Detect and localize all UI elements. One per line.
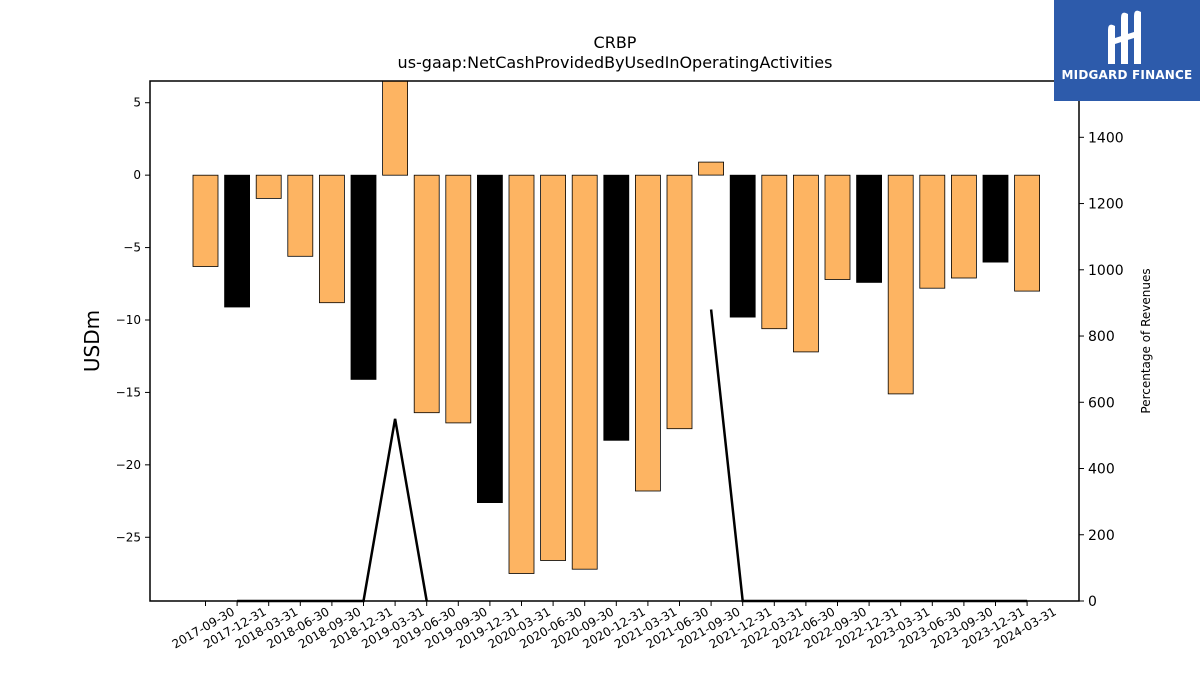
bar-2021-12-31 [729, 174, 756, 318]
y-tick-label: −20 [116, 458, 141, 472]
midgard-finance-logo: MIDGARD FINANCE [1054, 0, 1200, 101]
y-tick-label: −10 [116, 313, 141, 327]
bar-2022-03-31 [761, 174, 788, 330]
bar-2022-12-31 [856, 174, 882, 283]
y2-tick-label: 200 [1088, 528, 1115, 544]
bar-2018-12-31 [350, 174, 377, 380]
y-tick-label: −15 [116, 385, 141, 399]
bar-2021-06-30 [666, 174, 693, 430]
bar-2023-09-30 [951, 174, 977, 279]
bar-2019-12-31 [476, 174, 503, 503]
y2-tick-label: 1200 [1088, 197, 1124, 213]
bar-2018-03-31 [255, 174, 282, 199]
bar-2017-12-31 [224, 174, 251, 308]
y2-axis-label: Percentage of Revenues [1139, 268, 1153, 413]
y2-tick-label: 600 [1088, 395, 1115, 411]
midgard-logo-icon [1108, 10, 1141, 65]
bar-2020-06-30 [540, 174, 566, 561]
bar-2021-09-30 [698, 161, 724, 176]
bar-2022-06-30 [793, 174, 819, 353]
y-axis-label: USDm [80, 310, 104, 372]
y2-tick-label: 1000 [1088, 263, 1124, 279]
chart-subtitle: us-gaap:NetCashProvidedByUsedInOperating… [398, 53, 833, 72]
bar-2021-03-31 [635, 174, 661, 492]
y2-tick-label: 400 [1088, 462, 1115, 478]
plot-frame [149, 80, 1080, 602]
bar-2019-03-31 [382, 80, 409, 176]
bar-2019-06-30 [413, 174, 440, 414]
bar-2022-09-30 [824, 174, 851, 280]
bar-2020-12-31 [603, 174, 630, 441]
bar-2024-03-31 [1014, 174, 1040, 292]
bar-2018-09-30 [318, 174, 345, 304]
bar-2023-12-31 [982, 174, 1009, 263]
line-segment-0 [237, 418, 428, 603]
bar-2019-09-30 [445, 174, 472, 424]
logo-text: MIDGARD FINANCE [1061, 68, 1193, 82]
bar-2023-06-30 [919, 174, 946, 289]
y2-tick-label: 0 [1088, 594, 1097, 610]
bar-2017-09-30 [192, 174, 219, 267]
bar-2023-03-31 [887, 174, 914, 395]
line-segment-1 [709, 309, 1028, 603]
bar-2020-09-30 [571, 174, 598, 570]
y-tick-label: −5 [123, 241, 141, 255]
bar-2020-03-31 [508, 174, 535, 574]
y-tick-label: 5 [133, 96, 141, 110]
y-tick-label: −25 [116, 530, 141, 544]
y2-tick-label: 1400 [1088, 130, 1124, 146]
chart-title: CRBP [594, 33, 637, 52]
bar-2018-06-30 [287, 174, 314, 257]
y2-tick-label: 800 [1088, 329, 1115, 345]
y-tick-label: 0 [133, 168, 141, 182]
